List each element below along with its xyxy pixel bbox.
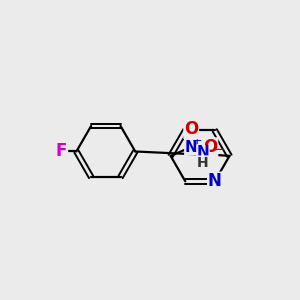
Text: F: F bbox=[56, 142, 68, 160]
Text: N: N bbox=[208, 172, 222, 190]
Text: N: N bbox=[196, 146, 209, 160]
Text: H: H bbox=[197, 156, 209, 170]
Text: N: N bbox=[185, 140, 198, 154]
Text: +: + bbox=[192, 134, 203, 147]
Text: −: − bbox=[212, 142, 225, 158]
Text: O: O bbox=[203, 138, 218, 156]
Text: O: O bbox=[184, 120, 198, 138]
